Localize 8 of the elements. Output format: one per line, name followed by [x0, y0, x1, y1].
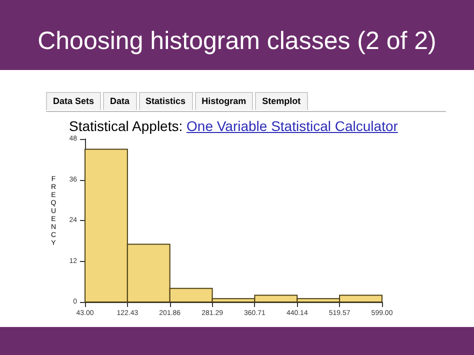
- chart-subtitle: Statistical Applets:: [69, 118, 183, 134]
- text: Data Sets: [46, 92, 102, 110]
- text: Stemplot: [255, 92, 308, 110]
- text: Data: [103, 92, 137, 110]
- text: Histogram: [194, 92, 254, 110]
- text: Statistics: [138, 92, 193, 110]
- text: One Variable Statistical Calculator: [186, 118, 398, 134]
- chart-title: Choosing histogram classes (2 of 2): [36, 27, 438, 56]
